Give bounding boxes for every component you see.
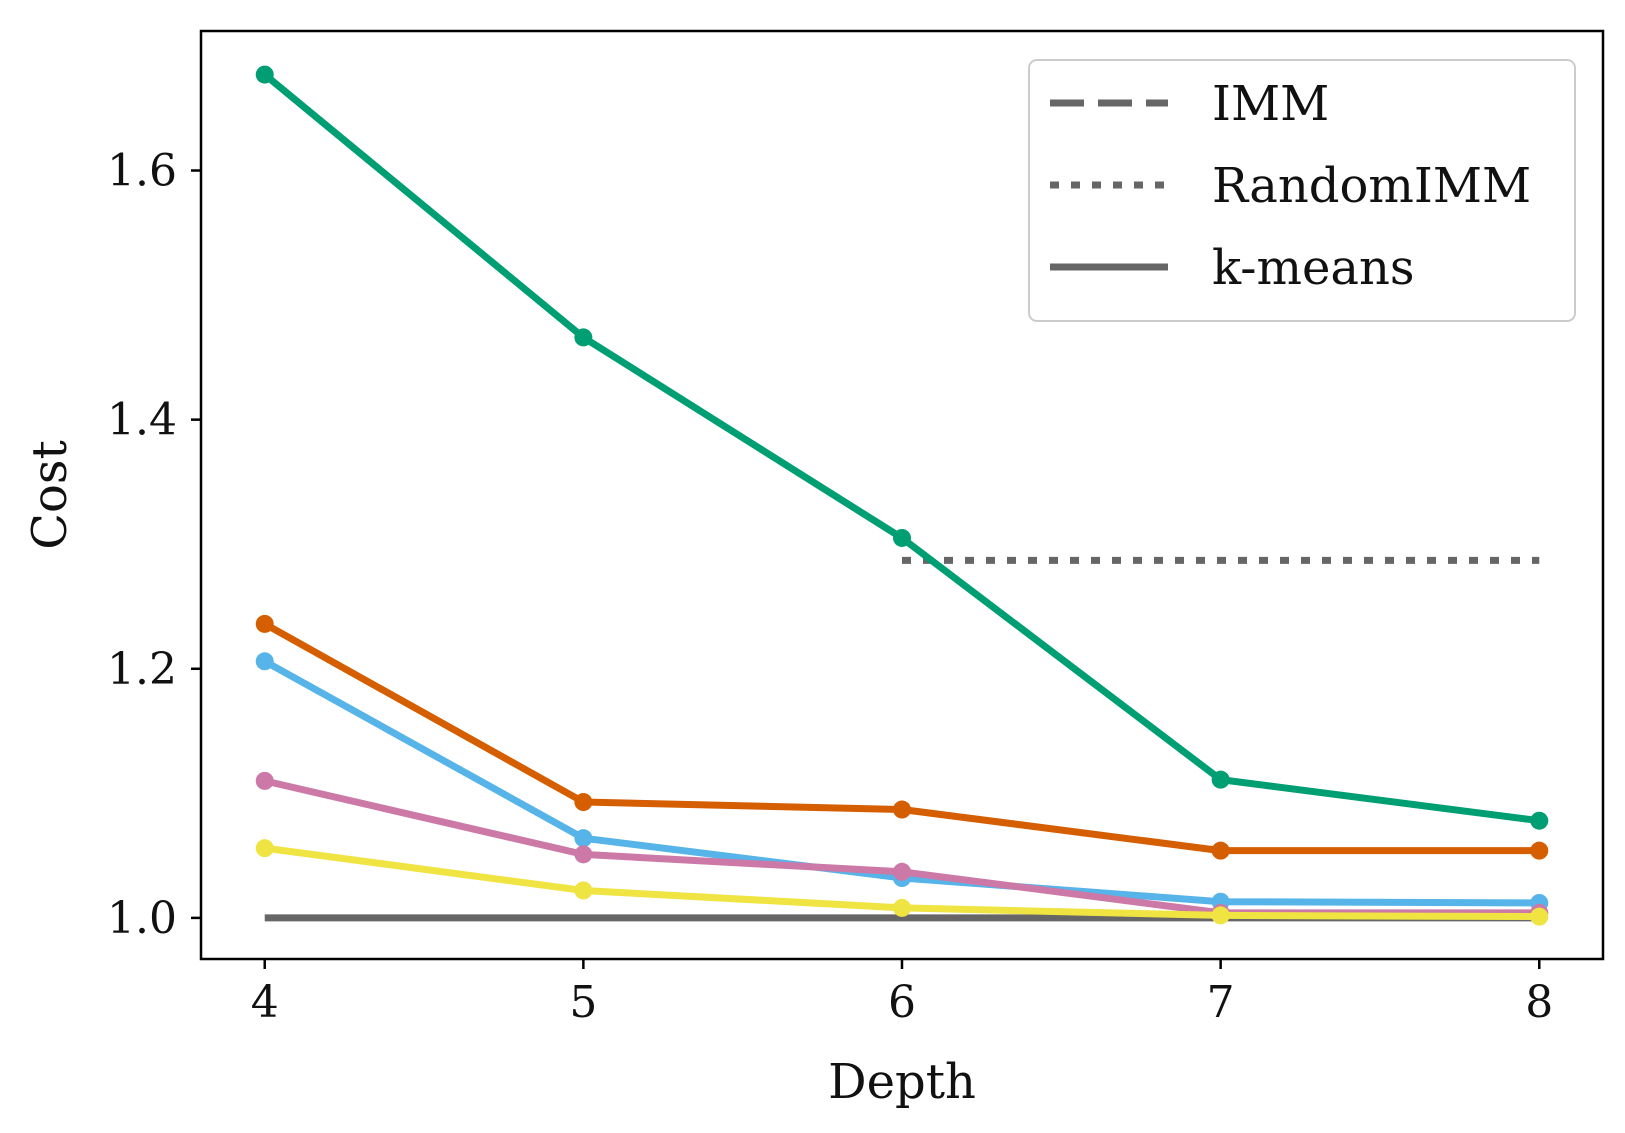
x-tick-label: 7 (1207, 977, 1235, 1028)
series-0-point (893, 528, 911, 547)
series-4-point (255, 839, 274, 858)
series-0-point (574, 328, 593, 347)
x-axis-title: Depth (828, 1054, 976, 1110)
series-1-point (1211, 841, 1230, 860)
series-0-point (255, 65, 274, 84)
series-4-point (893, 898, 911, 917)
series-1-point (1530, 841, 1549, 860)
series-3-point (574, 845, 593, 864)
series-layer (255, 65, 1549, 926)
series-0-point (1211, 770, 1230, 789)
x-tick-label: 5 (569, 977, 597, 1028)
y-tick-label: 1.0 (107, 893, 177, 944)
x-tick-label: 8 (1525, 977, 1553, 1028)
x-axis-ticks: 4 5 6 7 8 (251, 959, 1553, 1028)
series-0-point (1530, 811, 1549, 830)
legend-label-imm: IMM (1212, 76, 1329, 132)
series-2-point (255, 652, 274, 671)
y-axis-ticks: 1.0 1.2 1.4 1.6 (107, 146, 201, 944)
y-axis-title: Cost (22, 440, 78, 550)
series-3-point (255, 771, 274, 790)
legend: IMM RandomIMM k-means (1028, 59, 1576, 322)
series-1-point (574, 793, 593, 812)
legend-label-randomimm: RandomIMM (1212, 158, 1531, 214)
series-1-point (893, 800, 911, 819)
series-4-point (574, 881, 593, 900)
series-2-point (574, 829, 593, 848)
series-3-point (893, 862, 911, 881)
legend-box (1028, 59, 1576, 322)
x-tick-label: 4 (251, 977, 279, 1028)
series-1-point (255, 614, 274, 633)
x-tick-label: 6 (888, 977, 916, 1028)
legend-label-k-means: k-means (1212, 240, 1415, 296)
series-4-point (1530, 907, 1549, 926)
y-tick-label: 1.6 (107, 146, 177, 197)
series-4-point (1211, 906, 1230, 925)
y-tick-label: 1.2 (107, 644, 177, 695)
y-tick-label: 1.4 (107, 395, 177, 446)
